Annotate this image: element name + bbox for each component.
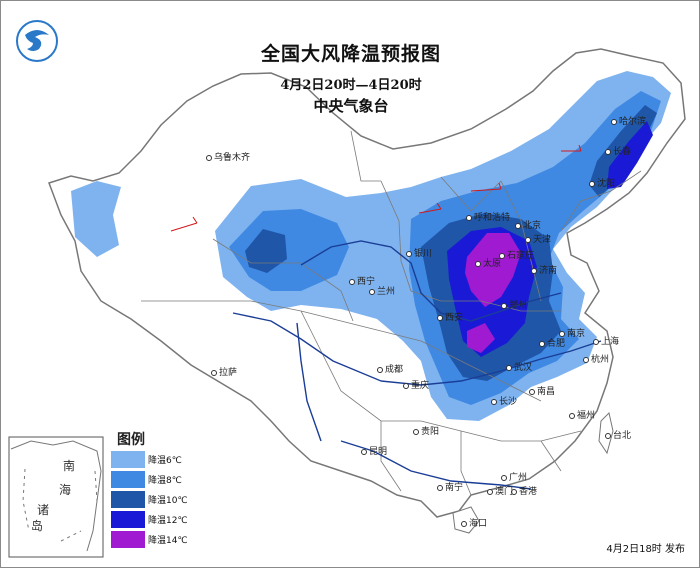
city-jinan: 济南 xyxy=(531,266,557,276)
city-hongkong: 香港 xyxy=(511,487,537,497)
city-shenyang: 沈阳 xyxy=(589,179,615,189)
city-macau: 澳门 xyxy=(487,487,513,497)
city-marker-icon xyxy=(206,154,212,161)
city-beijing: 北京 xyxy=(515,221,541,231)
city-marker-icon xyxy=(466,214,472,221)
inset-label-nan: 南 xyxy=(63,459,76,473)
city-marker-icon xyxy=(559,330,565,337)
city-marker-icon xyxy=(515,222,521,229)
city-marker-icon xyxy=(583,356,589,363)
issue-time: 4月2日18时 发布 xyxy=(606,544,685,555)
city-marker-icon xyxy=(403,382,409,389)
city-marker-icon xyxy=(461,520,467,527)
city-marker-icon xyxy=(539,340,545,347)
legend: 图例 降温6℃ 降温8℃ 降温10℃ 降温12℃ 降温14℃ xyxy=(111,429,221,549)
city-urumqi: 乌鲁木齐 xyxy=(206,153,250,163)
inset-label-dao: 岛 xyxy=(31,519,44,533)
city-marker-icon xyxy=(511,488,517,495)
city-marker-icon xyxy=(501,474,507,481)
city-marker-icon xyxy=(406,250,412,257)
city-shijiazhuang: 石家庄 xyxy=(499,251,534,261)
inset-nine-dash xyxy=(22,468,98,542)
city-yinchuan: 银川 xyxy=(406,249,432,259)
city-marker-icon xyxy=(529,388,535,395)
inset-label-zhu: 诸 xyxy=(37,503,50,517)
city-marker-icon xyxy=(605,432,611,439)
city-lanzhou: 兰州 xyxy=(369,287,395,297)
legend-item: 降温10℃ xyxy=(111,489,221,509)
city-marker-icon xyxy=(361,448,367,455)
city-guangzhou: 广州 xyxy=(501,473,527,483)
city-guiyang: 贵阳 xyxy=(413,427,439,437)
city-marker-icon xyxy=(525,236,531,243)
city-tianjin: 天津 xyxy=(525,235,551,245)
hainan-island xyxy=(452,506,480,534)
city-chengdu: 成都 xyxy=(377,365,403,375)
city-marker-icon xyxy=(605,148,611,155)
legend-swatch xyxy=(111,490,145,508)
city-changchun: 长春 xyxy=(605,147,631,157)
city-nanning: 南宁 xyxy=(437,483,463,493)
city-marker-icon xyxy=(531,267,537,274)
city-marker-icon xyxy=(377,366,383,373)
legend-item: 降温12℃ xyxy=(111,509,221,529)
city-marker-icon xyxy=(569,412,575,419)
cooling-zone-10 xyxy=(245,105,657,381)
legend-swatch xyxy=(111,530,145,548)
rivers xyxy=(232,240,602,490)
city-taipei: 台北 xyxy=(605,431,631,441)
legend-title: 图例 xyxy=(117,432,145,448)
city-marker-icon xyxy=(437,314,443,321)
city-marker-icon xyxy=(506,364,512,371)
legend-item: 降温6℃ xyxy=(111,449,221,469)
city-zhengzhou: 郑州 xyxy=(501,301,527,311)
agency-name: 中央气象台 xyxy=(313,97,389,115)
legend-item: 降温8℃ xyxy=(111,469,221,489)
city-xian: 西安 xyxy=(437,313,463,323)
legend-item: 降温14℃ xyxy=(111,529,221,549)
city-haikou: 海口 xyxy=(461,519,487,529)
cma-logo-icon xyxy=(16,20,58,62)
city-hangzhou: 杭州 xyxy=(583,355,609,365)
city-marker-icon xyxy=(369,288,375,295)
map-title: 全国大风降温预报图 xyxy=(260,43,441,65)
city-nanchang: 南昌 xyxy=(529,387,555,397)
inset-label-hai: 海 xyxy=(59,483,72,497)
city-marker-icon xyxy=(349,278,355,285)
legend-swatch xyxy=(111,450,145,468)
inset-frame xyxy=(8,436,104,558)
legend-swatch xyxy=(111,510,145,528)
city-marker-icon xyxy=(593,338,599,345)
inset-coast xyxy=(10,440,102,552)
forecast-period: 4月2日20时—4日20时 xyxy=(280,78,422,93)
city-wuhan: 武汉 xyxy=(506,363,532,373)
city-marker-icon xyxy=(211,369,217,376)
city-harbin: 哈尔滨 xyxy=(611,117,646,127)
city-changsha: 长沙 xyxy=(491,397,517,407)
city-fuzhou: 福州 xyxy=(569,411,595,421)
city-marker-icon xyxy=(475,260,481,267)
city-hohhot: 呼和浩特 xyxy=(466,213,510,223)
city-marker-icon xyxy=(499,252,505,259)
city-marker-icon xyxy=(501,302,507,309)
city-kunming: 昆明 xyxy=(361,447,387,457)
city-marker-icon xyxy=(491,398,497,405)
city-chongqing: 重庆 xyxy=(403,381,429,391)
city-hefei: 合肥 xyxy=(539,339,565,349)
city-taiyuan: 太原 xyxy=(475,259,501,269)
city-marker-icon xyxy=(437,484,443,491)
city-xining: 西宁 xyxy=(349,277,375,287)
city-marker-icon xyxy=(589,180,595,187)
legend-swatch xyxy=(111,470,145,488)
city-marker-icon xyxy=(487,488,493,495)
city-marker-icon xyxy=(611,118,617,125)
city-lhasa: 拉萨 xyxy=(211,368,237,378)
city-shanghai: 上海 xyxy=(593,337,619,347)
city-nanjing: 南京 xyxy=(559,329,585,339)
wind-barbs xyxy=(170,144,582,232)
city-marker-icon xyxy=(413,428,419,435)
